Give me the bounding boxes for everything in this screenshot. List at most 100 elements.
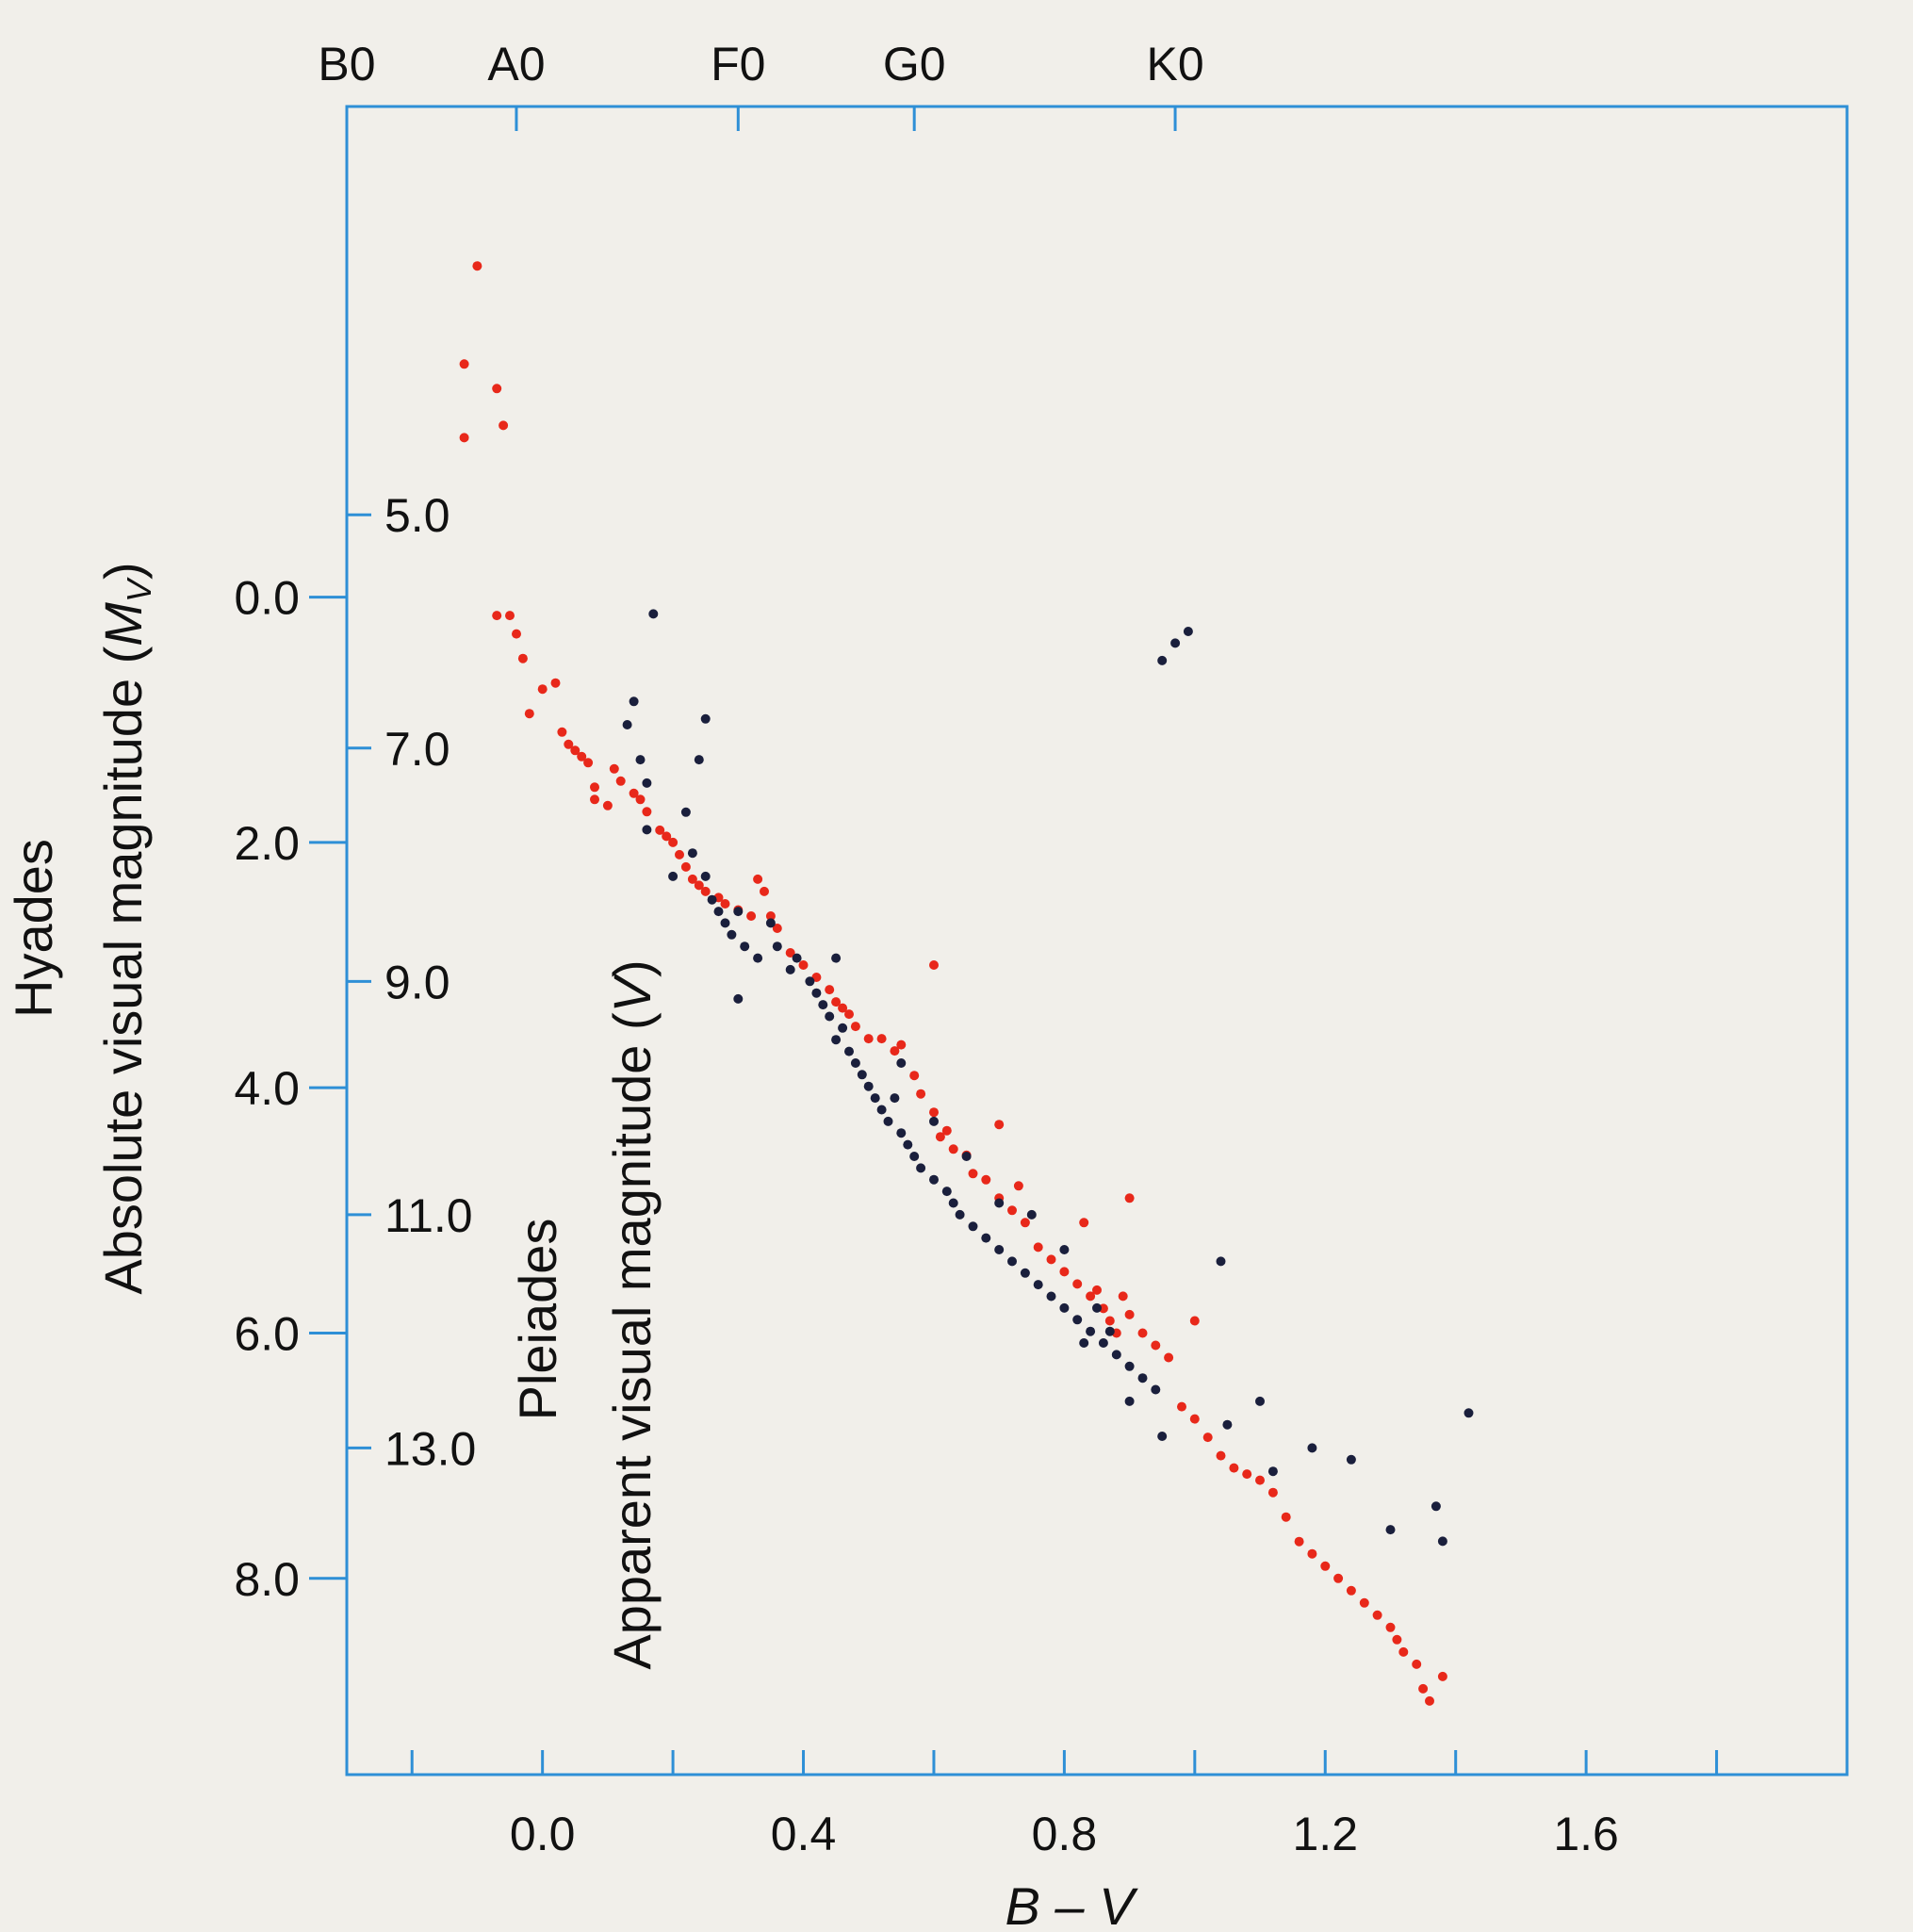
top-axis-label: B0 <box>318 38 375 90</box>
pleiades-point <box>1111 1350 1121 1360</box>
apparent-magnitude-label-v: V <box>602 973 662 1012</box>
pleiades-point <box>941 1187 952 1197</box>
hyades-point <box>1307 1548 1317 1559</box>
pleiades-point <box>733 993 744 1004</box>
hyades-point <box>1137 1328 1148 1338</box>
pleiades-point <box>838 1023 848 1033</box>
hyades-point <box>760 886 769 896</box>
hyades-point <box>1372 1610 1382 1620</box>
pleiades-point <box>1346 1454 1356 1465</box>
hyades-point <box>1425 1695 1434 1706</box>
absolute-tick-label: 6.0 <box>234 1307 300 1360</box>
pleiades-point <box>1007 1256 1017 1267</box>
hyades-point <box>1151 1340 1161 1351</box>
pleiades-point <box>981 1233 991 1243</box>
hyades-point <box>1333 1573 1344 1583</box>
hyades-point <box>524 709 534 719</box>
hyades-point <box>687 874 697 884</box>
pleiades-point <box>1098 1338 1108 1348</box>
x-axis-label: B – V <box>1006 1876 1139 1932</box>
hyades-point <box>798 960 809 970</box>
hyades-point <box>635 794 646 805</box>
pleiades-point <box>1104 1326 1115 1336</box>
pleiades-point <box>948 1198 958 1208</box>
pleiades-point <box>1151 1384 1161 1395</box>
hyades-point <box>517 653 528 663</box>
pleiades-point <box>929 1174 939 1185</box>
hyades-point <box>1229 1463 1239 1473</box>
hyades-point <box>590 794 599 805</box>
pleiades-point <box>1124 1361 1135 1371</box>
pleiades-point <box>642 825 652 835</box>
hyades-point <box>700 886 711 896</box>
hyades-point <box>916 1089 926 1099</box>
hyades-point <box>1046 1254 1056 1265</box>
pleiades-point <box>909 1152 920 1161</box>
hyades-point <box>909 1071 920 1081</box>
hyades-point <box>492 611 502 621</box>
hyades-point <box>668 837 679 847</box>
pleiades-point <box>825 1011 835 1022</box>
hyades-point <box>1398 1646 1409 1657</box>
hyades-point <box>1418 1683 1429 1694</box>
hyades-point <box>1092 1285 1102 1295</box>
absolute-magnitude-label-m: M <box>93 602 153 647</box>
pleiades-point <box>694 755 704 765</box>
x-tick-label: 0.8 <box>1032 1808 1098 1860</box>
hyades-point <box>590 782 599 793</box>
apparent-tick-label: 11.0 <box>384 1189 473 1242</box>
pleiades-point <box>700 713 711 724</box>
hyades-point <box>1202 1433 1213 1443</box>
hyades-point <box>615 776 626 786</box>
hyades-point <box>1079 1218 1089 1228</box>
hyades-point <box>1059 1267 1070 1277</box>
pleiades-point <box>1170 638 1181 648</box>
pleiades-point <box>765 918 776 928</box>
pleiades-point <box>1124 1396 1135 1406</box>
apparent-magnitude-label-text: Apparent visual magnitude ( <box>602 1012 662 1670</box>
hyades-point <box>1412 1659 1422 1669</box>
pleiades-point <box>1385 1525 1396 1535</box>
hyades-point <box>1164 1352 1174 1363</box>
pleiades-point <box>740 941 750 952</box>
hyades-point <box>459 433 469 443</box>
pleiades-point <box>1079 1338 1089 1348</box>
pleiades-point <box>733 907 744 917</box>
hyades-point <box>602 800 613 810</box>
pleiades-point <box>903 1139 913 1150</box>
hyades-point <box>844 1009 854 1020</box>
hyades-point <box>825 985 835 995</box>
hyades-point <box>968 1169 978 1179</box>
hyades-point <box>1124 1193 1135 1203</box>
hyades-point <box>1346 1585 1356 1596</box>
hyades-point <box>850 1022 860 1032</box>
pleiades-point <box>1255 1396 1265 1406</box>
pleiades-point <box>668 871 679 881</box>
pleiades-point <box>727 929 737 940</box>
x-tick-label: 0.4 <box>771 1808 837 1860</box>
hyades-point <box>1294 1536 1304 1547</box>
pleiades-point <box>1059 1245 1070 1254</box>
absolute-tick-label: 0.0 <box>234 572 300 625</box>
hyades-point <box>1177 1401 1186 1412</box>
pleiades-point <box>844 1046 854 1056</box>
hyades-point <box>831 997 842 1007</box>
pleiades-point <box>1059 1302 1070 1313</box>
pleiades-point <box>707 894 717 905</box>
hyades-point <box>785 948 795 958</box>
hyades-point <box>994 1120 1005 1130</box>
hyades-point <box>557 727 567 737</box>
hyades-point <box>609 763 619 774</box>
pleiades-point <box>1033 1280 1043 1290</box>
hyades-point <box>642 807 652 817</box>
hyades-point <box>492 384 502 394</box>
absolute-magnitude-label-close: ) <box>93 562 153 580</box>
hyades-point <box>1189 1414 1200 1424</box>
pleiades-point <box>1157 655 1168 665</box>
pleiades-point <box>687 848 697 859</box>
hyades-point <box>1242 1469 1252 1480</box>
pleiades-point <box>713 907 724 917</box>
hyades-point <box>1392 1634 1402 1645</box>
pleiades-point <box>1183 627 1193 636</box>
